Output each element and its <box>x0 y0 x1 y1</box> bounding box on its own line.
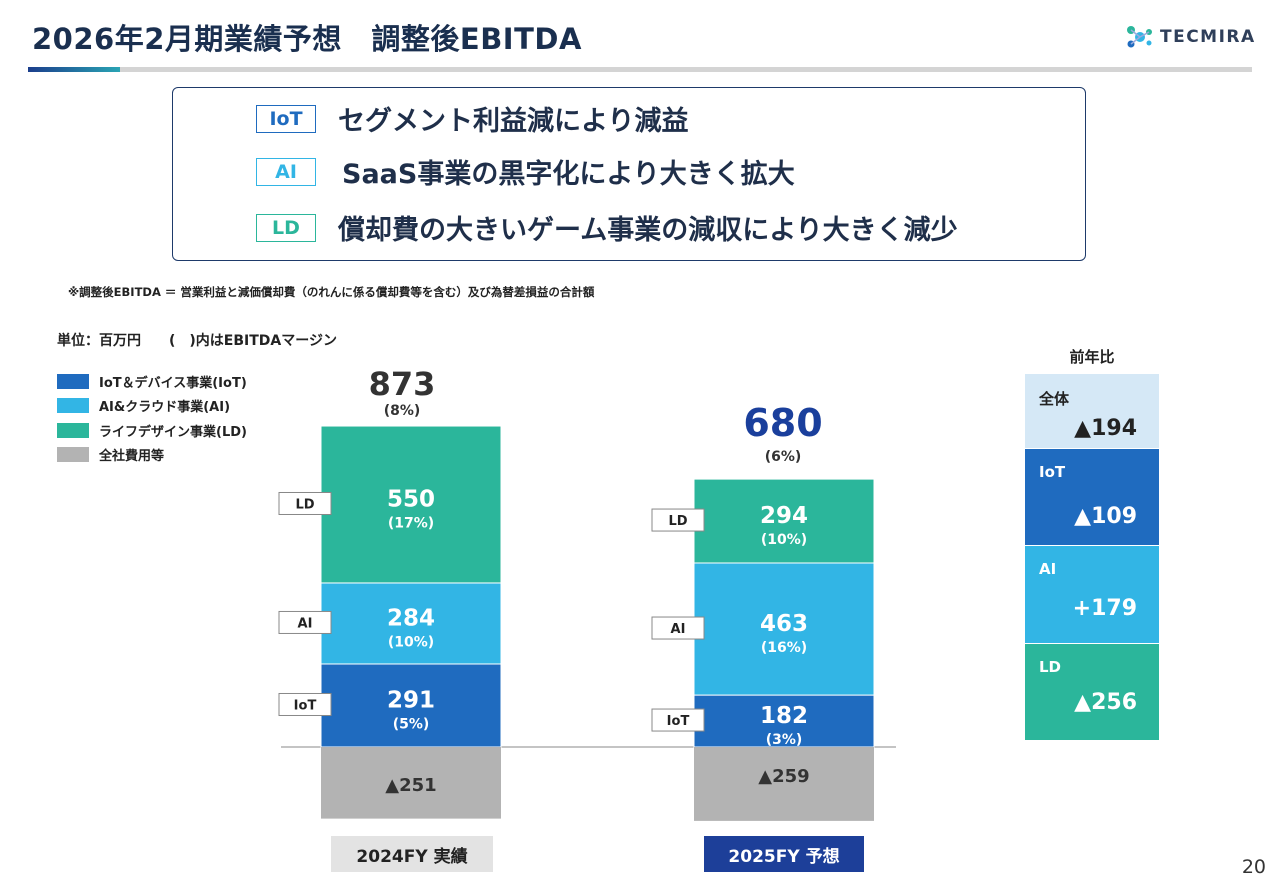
bar-segment-iot <box>693 694 875 748</box>
segment-tag <box>278 610 332 634</box>
yoy-label: IoT <box>1039 463 1066 481</box>
bar-margin-label: (5%) <box>393 716 430 732</box>
legend-item: IoT＆デバイス事業(IoT) <box>57 371 247 391</box>
yoy-label: AI <box>1039 560 1057 578</box>
summary-box <box>172 87 1086 261</box>
yoy-box: LD ▲256 <box>1025 644 1159 740</box>
legend-swatch <box>57 398 89 413</box>
summary-text-ld: 償却費の大きいゲーム事業の減収により大きく減少 <box>338 215 958 246</box>
summary-text-ai: SaaS事業の黒字化により大きく拡大 <box>342 159 795 190</box>
page-number: 20 <box>1241 856 1266 878</box>
yoy-label: LD <box>1039 658 1062 676</box>
legend-label: AI&クラウド事業(AI) <box>99 400 231 415</box>
total-value: 680 <box>743 401 822 445</box>
bar-value-label: 463 <box>760 611 808 637</box>
bar-segment-iot <box>320 663 502 748</box>
yoy-box: 全体 ▲194 <box>1025 374 1159 448</box>
bar-value-label: 284 <box>387 605 435 631</box>
tecmira-logo-icon <box>1127 26 1152 48</box>
bar-segment-ld <box>320 425 502 584</box>
header-rule-accent <box>28 67 120 72</box>
legend: IoT＆デバイス事業(IoT) AI&クラウド事業(AI) ライフデザイン事業(LD… <box>57 371 247 469</box>
segment-tag <box>278 491 332 515</box>
logo-text: TECMIRA <box>1160 27 1256 47</box>
yoy-box: AI +179 <box>1025 546 1159 643</box>
segment-tag-label: AI <box>671 622 686 637</box>
total-margin: (6%) <box>765 449 802 465</box>
segment-tag <box>651 508 705 532</box>
bar-segment-corporate <box>321 747 501 819</box>
summary-text-iot: セグメント利益減により減益 <box>338 106 689 137</box>
bar-segment-corporate <box>694 747 874 821</box>
bar-value-label: ▲251 <box>385 775 436 796</box>
legend-label: 全社費用等 <box>99 449 165 464</box>
bar-value-label: 182 <box>760 703 808 729</box>
segment-tag <box>651 708 705 732</box>
summary-tag-ld: LD <box>256 214 316 242</box>
segment-tag <box>278 692 332 716</box>
yoy-value: ▲194 <box>1074 416 1137 441</box>
bar-margin-label: (10%) <box>761 532 807 548</box>
footnote: ※調整後EBITDA ＝ 営業利益と減価償却費（のれんに係る償却費等を含む）及び… <box>68 285 595 299</box>
segment-tag-label: IoT <box>667 714 690 729</box>
segment-tag-label: LD <box>668 514 687 529</box>
yoy-box: IoT ▲109 <box>1025 449 1159 545</box>
bar-segment-ld <box>693 478 875 564</box>
summary-tag-iot: IoT <box>256 105 316 133</box>
segment-tag-label: AI <box>298 616 313 631</box>
total-margin: (8%) <box>384 403 421 419</box>
segment-tag-label: IoT <box>294 698 317 713</box>
category-label: 2025FY 予想 <box>704 836 864 872</box>
legend-swatch <box>57 373 89 389</box>
bar-segment-ai <box>693 562 875 696</box>
page-title: 2026年2月期業績予想 調整後EBITDA <box>32 22 582 56</box>
legend-swatch <box>57 447 89 462</box>
bar-value-label: 294 <box>760 503 808 529</box>
yoy-title: 前年比 <box>1069 348 1115 366</box>
header-rule <box>28 67 1252 72</box>
legend-item: 全社費用等 <box>57 445 247 465</box>
bar-value-label: 291 <box>387 687 435 713</box>
legend-swatch <box>57 422 89 438</box>
bar-margin-label: (17%) <box>388 515 434 531</box>
bar-margin-label: (10%) <box>388 634 434 650</box>
yoy-value: ▲109 <box>1074 504 1137 529</box>
bar-margin-label: (3%) <box>766 732 803 748</box>
yoy-value: ▲256 <box>1074 690 1137 715</box>
bar-value-label: ▲259 <box>758 766 809 787</box>
total-value: 873 <box>369 365 436 403</box>
yoy-label: 全体 <box>1039 390 1070 408</box>
legend-item: AI&クラウド事業(AI) <box>57 396 247 416</box>
segment-tag <box>651 616 705 640</box>
summary-tag-ai: AI <box>256 158 316 186</box>
legend-label: IoT＆デバイス事業(IoT) <box>99 375 247 391</box>
category-label: 2024FY 実績 <box>331 836 493 872</box>
yoy-value: +179 <box>1072 596 1137 621</box>
unit-label: 単位：百万円 ( )内はEBITDAマージン <box>57 333 337 349</box>
legend-item: ライフデザイン事業(LD) <box>57 420 247 440</box>
legend-label: ライフデザイン事業(LD) <box>99 424 247 440</box>
segment-tag-label: LD <box>295 497 314 512</box>
bar-value-label: 550 <box>387 486 435 512</box>
bar-margin-label: (16%) <box>761 640 807 656</box>
